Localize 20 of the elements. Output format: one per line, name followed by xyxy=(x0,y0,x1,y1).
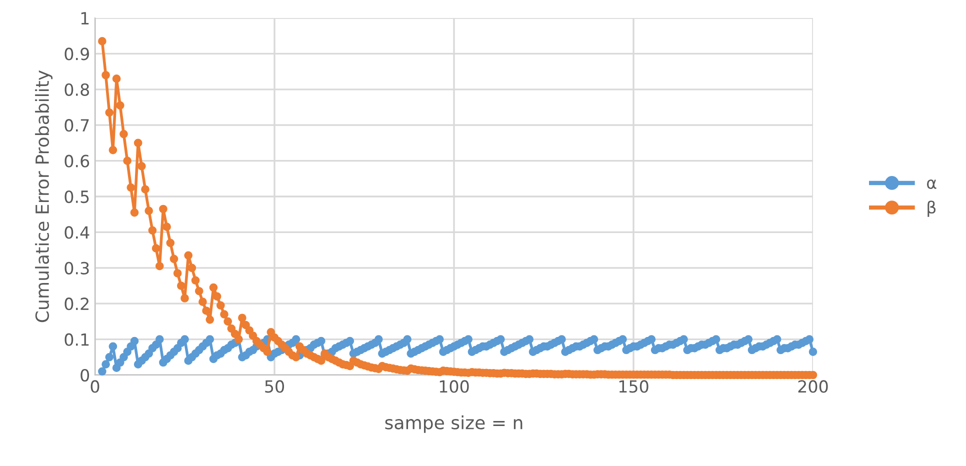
y-tick-label: 0.4 xyxy=(64,226,90,239)
y-tick-label: 0.7 xyxy=(64,119,89,132)
x-tick-label: 150 xyxy=(619,380,648,393)
x-tick-label: 50 xyxy=(265,380,284,393)
x-tick-label: 200 xyxy=(798,380,828,393)
y-tick-label: 0.5 xyxy=(64,190,89,204)
x-tick-label: 0 xyxy=(90,380,100,393)
y-tick-label: 0.9 xyxy=(64,48,89,60)
y-tick-label: 0.6 xyxy=(64,154,90,168)
y-tick-label: 0.8 xyxy=(64,83,89,96)
y-tick-label: 0.2 xyxy=(64,298,88,310)
x-tick-label: 100 xyxy=(440,380,469,393)
y-tick-label: 0 xyxy=(80,368,90,382)
legend-label: α xyxy=(927,179,936,190)
y-axis-title: Cumulatice Error Probability xyxy=(35,70,53,322)
y-tick-label: 0.3 xyxy=(64,262,89,274)
x-axis-title: sampe size = n xyxy=(385,415,522,433)
legend-label: β xyxy=(928,200,936,217)
y-tick-label: 1 xyxy=(81,12,89,24)
y-tick-label: 0.1 xyxy=(64,333,89,346)
